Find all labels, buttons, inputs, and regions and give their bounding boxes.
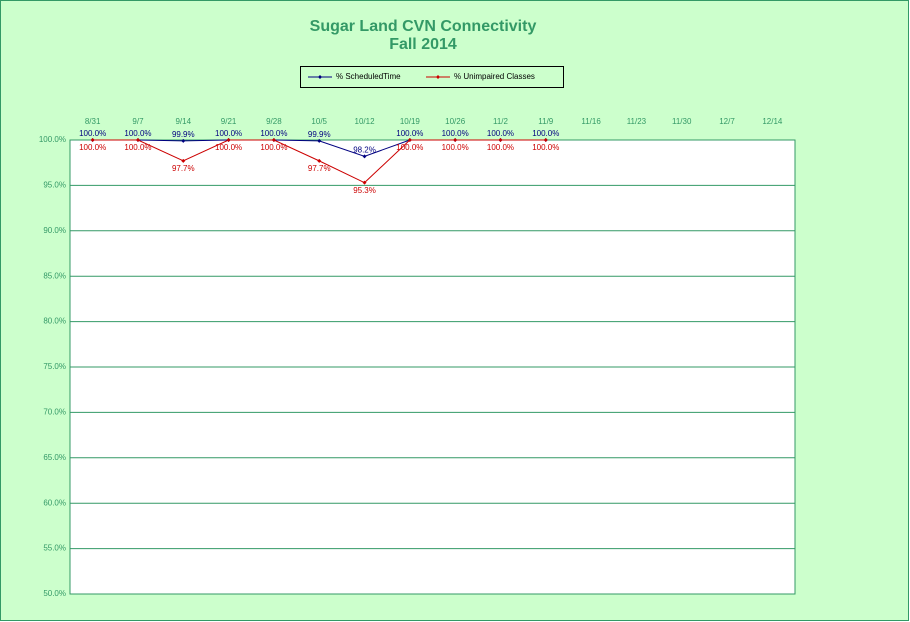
data-label: 100.0%	[442, 143, 469, 152]
y-tick-label: 50.0%	[43, 589, 66, 598]
x-tick-label: 11/16	[581, 117, 601, 126]
data-label: 98.2%	[353, 145, 376, 154]
x-tick-label: 9/28	[266, 117, 282, 126]
x-tick-label: 10/19	[400, 117, 421, 126]
point-marker	[181, 138, 186, 143]
x-tick-label: 9/7	[132, 117, 144, 126]
data-label: 100.0%	[79, 143, 106, 152]
x-tick-label: 10/5	[311, 117, 327, 126]
point-marker	[543, 138, 548, 142]
data-label: 99.9%	[308, 130, 331, 139]
point-marker	[453, 138, 458, 142]
point-marker	[317, 138, 322, 143]
y-tick-label: 55.0%	[43, 544, 66, 553]
data-label: 100.0%	[124, 143, 151, 152]
data-label: 100.0%	[396, 129, 423, 138]
data-label: 100.0%	[442, 129, 469, 138]
y-tick-label: 85.0%	[43, 271, 66, 280]
data-label: 100.0%	[487, 143, 514, 152]
x-tick-label: 11/9	[538, 117, 554, 126]
y-tick-label: 80.0%	[43, 317, 66, 326]
legend-marker	[318, 75, 322, 79]
x-tick-label: 12/7	[719, 117, 735, 126]
point-marker	[362, 154, 367, 159]
y-tick-label: 100.0%	[39, 135, 66, 144]
data-label: 100.0%	[532, 129, 559, 138]
legend-label: % Unimpaired Classes	[454, 72, 535, 81]
y-tick-label: 70.0%	[43, 408, 66, 417]
point-marker	[135, 138, 140, 142]
x-tick-label: 11/30	[672, 117, 692, 126]
point-marker	[181, 158, 186, 163]
y-tick-label: 90.0%	[43, 226, 66, 235]
data-label: 100.0%	[396, 143, 423, 152]
x-tick-label: 9/21	[221, 117, 237, 126]
point-marker	[226, 138, 231, 142]
data-label: 99.9%	[172, 130, 195, 139]
point-marker	[362, 180, 367, 185]
point-marker	[317, 158, 322, 163]
y-tick-label: 75.0%	[43, 362, 66, 371]
data-label: 100.0%	[215, 129, 242, 138]
x-tick-label: 12/14	[762, 117, 783, 126]
data-label: 100.0%	[260, 129, 287, 138]
x-tick-label: 10/26	[445, 117, 466, 126]
x-tick-label: 11/2	[493, 117, 509, 126]
chart-subtitle: Fall 2014	[389, 36, 457, 53]
data-label: 100.0%	[215, 143, 242, 152]
data-label: 95.3%	[353, 186, 376, 195]
x-tick-label: 11/23	[627, 117, 647, 126]
legend-label: % ScheduledTime	[336, 72, 401, 81]
y-tick-label: 65.0%	[43, 453, 66, 462]
x-tick-label: 8/31	[85, 117, 101, 126]
data-label: 100.0%	[487, 129, 514, 138]
data-label: 100.0%	[79, 129, 106, 138]
y-tick-label: 95.0%	[43, 181, 66, 190]
data-label: 100.0%	[124, 129, 151, 138]
legend-marker	[436, 75, 440, 79]
point-marker	[407, 138, 412, 142]
point-marker	[90, 138, 95, 142]
data-label: 97.7%	[308, 164, 331, 173]
data-label: 97.7%	[172, 164, 195, 173]
x-tick-label: 9/14	[175, 117, 191, 126]
y-tick-label: 60.0%	[43, 498, 66, 507]
x-tick-label: 10/12	[355, 117, 376, 126]
chart-title: Sugar Land CVN Connectivity	[310, 18, 537, 35]
data-label: 100.0%	[260, 143, 287, 152]
point-marker	[271, 138, 276, 142]
point-marker	[498, 138, 503, 142]
data-label: 100.0%	[532, 143, 559, 152]
